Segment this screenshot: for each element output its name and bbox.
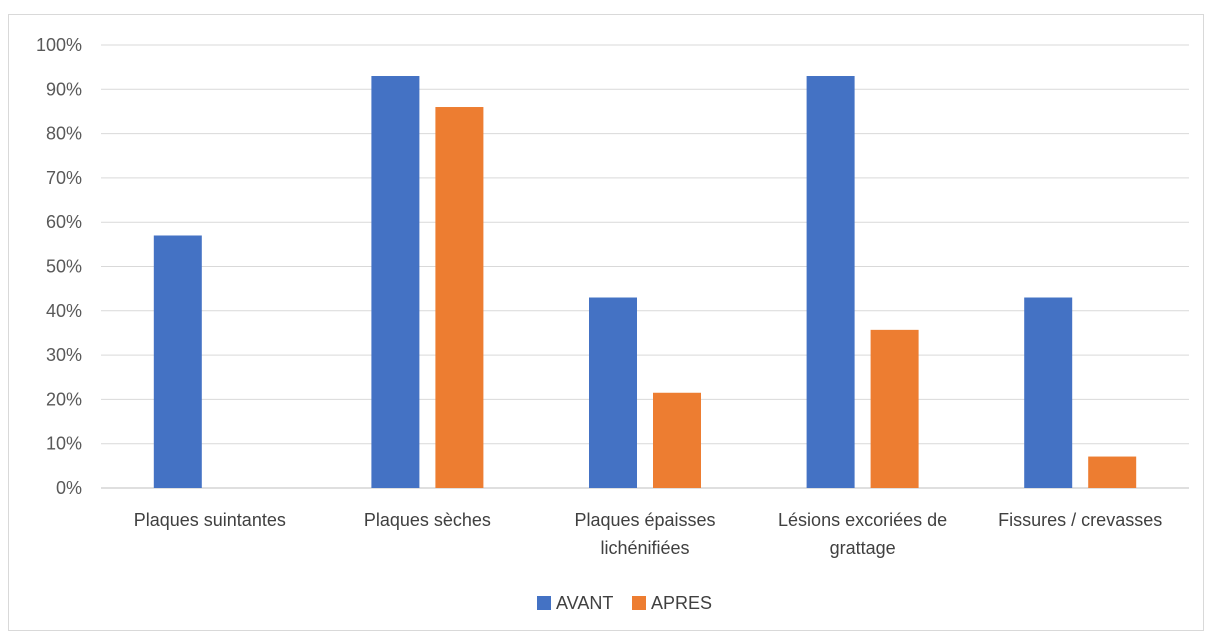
y-tick-label: 30% — [46, 345, 82, 365]
y-tick-label: 10% — [46, 434, 82, 454]
x-category-label: Plaques sèches — [364, 510, 491, 530]
x-axis-categories: Plaques suintantes Plaques sèches Plaques … — [134, 510, 1162, 558]
legend-swatch-avant — [537, 596, 551, 610]
legend: AVANT APRES — [537, 593, 712, 613]
legend-label-avant: AVANT — [556, 593, 613, 613]
y-tick-label: 90% — [46, 79, 82, 99]
bar-apres — [653, 392, 701, 488]
y-tick-label: 80% — [46, 124, 82, 144]
y-tick-label: 20% — [46, 389, 82, 409]
y-tick-label: 0% — [56, 478, 82, 498]
legend-swatch-apres — [632, 596, 646, 610]
y-tick-label: 50% — [46, 257, 82, 277]
bar-avant — [371, 76, 420, 488]
bar-apres — [435, 107, 484, 489]
legend-label-apres: APRES — [651, 593, 712, 613]
y-tick-label: 60% — [46, 212, 82, 232]
x-category-label: grattage — [830, 538, 896, 558]
y-tick-label: 40% — [46, 301, 82, 321]
bar-apres — [870, 329, 919, 488]
bar-avant — [589, 297, 637, 488]
x-category-label: lichénifiées — [600, 538, 689, 558]
x-category-label: Plaques suintantes — [134, 510, 286, 530]
x-category-label: Fissures / crevasses — [998, 510, 1162, 530]
y-axis-ticks: 0% 10% 20% 30% 40% 50% 60% 70% 80% 90% 100% — [36, 35, 82, 498]
x-category-label: Plaques épaisses — [574, 510, 715, 530]
bar-avant — [153, 235, 202, 488]
x-category-label: Lésions excoriées de — [778, 510, 947, 530]
y-tick-label: 70% — [46, 168, 82, 188]
bar-avant — [1024, 297, 1073, 488]
bar-avant — [806, 76, 855, 488]
y-tick-label: 100% — [36, 35, 82, 55]
bar-apres — [1088, 456, 1137, 488]
gridlines — [101, 44, 1189, 489]
bars — [153, 76, 1137, 489]
